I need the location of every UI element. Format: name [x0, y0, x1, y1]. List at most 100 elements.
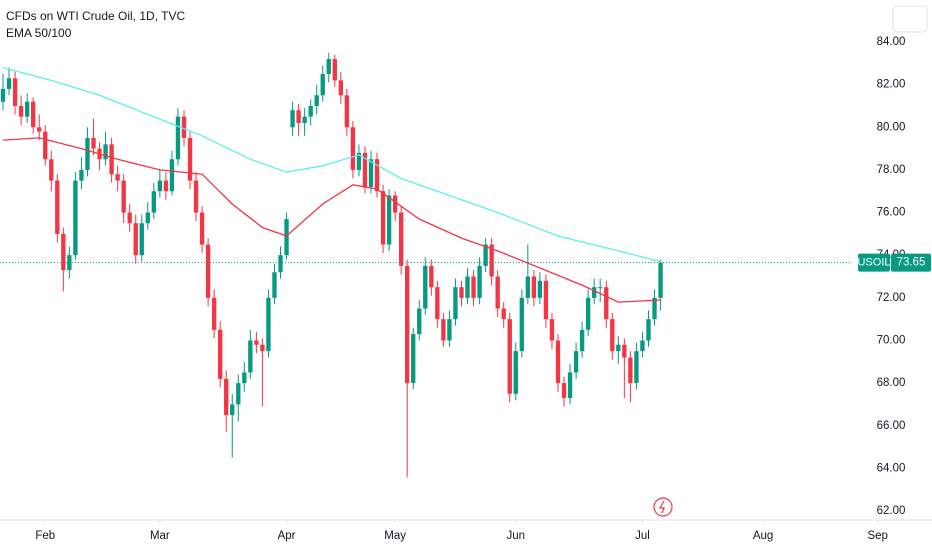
candle-body: [441, 319, 446, 341]
ema-line: [2, 66, 661, 263]
candle-body: [507, 319, 512, 394]
candle-body: [145, 212, 150, 224]
candle-body: [266, 297, 271, 352]
candle-body: [332, 59, 337, 81]
y-tick-label: 66.00: [877, 420, 906, 432]
candle-body: [49, 159, 54, 181]
candle-body: [658, 262, 663, 298]
y-tick-label: 82.00: [877, 79, 906, 91]
candle-body: [31, 101, 36, 128]
candle-body: [411, 334, 416, 384]
candle-body: [489, 244, 494, 277]
y-tick-label: 62.00: [877, 505, 906, 517]
candle-body: [501, 308, 506, 320]
candle-body: [218, 329, 223, 379]
candle-body: [368, 159, 374, 187]
y-tick-label: 78.00: [877, 164, 906, 176]
candle-body: [314, 95, 319, 106]
candle-body: [417, 308, 422, 335]
last-price-tag: [891, 253, 931, 272]
candle-body: [187, 137, 193, 181]
candle-body: [139, 223, 144, 256]
candle-body: [290, 110, 295, 128]
candle-body: [405, 265, 410, 384]
candle-body: [308, 105, 313, 117]
candle-body: [224, 378, 229, 416]
y-tick-label: 72.00: [877, 292, 906, 304]
candle-body: [592, 287, 597, 298]
candle-body: [567, 372, 573, 399]
candle-body: [55, 180, 60, 234]
candle-body: [435, 287, 440, 320]
candle-body: [429, 265, 434, 288]
candle-body: [362, 152, 368, 187]
x-tick-label: Apr: [278, 530, 296, 542]
candle-body: [157, 180, 163, 192]
candle-body: [248, 340, 253, 373]
candle-body: [652, 297, 657, 320]
candle-body: [85, 137, 90, 170]
candle-body: [91, 137, 96, 149]
candle-body: [579, 329, 585, 352]
candle-body: [423, 265, 428, 309]
candle-body: [585, 297, 591, 330]
candle-body: [598, 287, 603, 289]
candle-body: [296, 110, 301, 124]
candle-body: [525, 276, 531, 298]
candle-body: [37, 127, 42, 132]
candle-body: [356, 152, 362, 170]
candle-body: [24, 101, 30, 117]
candle-body: [115, 174, 120, 181]
candle-body: [610, 319, 615, 352]
candle-body: [254, 340, 259, 345]
candle-body: [175, 116, 181, 160]
candle-body: [127, 212, 132, 224]
candle-body: [344, 95, 350, 128]
lightning-icon: [653, 497, 673, 517]
candle-body: [326, 59, 331, 74]
candle-body: [121, 180, 126, 213]
chart-title: CFDs on WTI Crude Oil, 1D, TVC: [6, 9, 185, 23]
candle-body: [471, 276, 476, 298]
candle-body: [6, 78, 12, 89]
candle-body: [604, 287, 609, 320]
ema-line: [2, 137, 661, 303]
candle-body: [230, 404, 235, 416]
candle-body: [634, 351, 639, 384]
candle-body: [561, 383, 567, 399]
candle-body: [549, 319, 555, 341]
x-tick-label: Feb: [35, 530, 55, 542]
candle-body: [242, 372, 247, 384]
candle-body: [374, 159, 380, 192]
symbol-tag: [858, 253, 890, 272]
candle-body: [302, 116, 307, 124]
candle-body: [278, 255, 283, 273]
x-tick-label: Jun: [506, 530, 525, 542]
y-tick-label: 68.00: [877, 377, 906, 389]
candle-body: [513, 351, 518, 394]
candle-body: [459, 287, 464, 298]
candle-body: [386, 195, 392, 245]
candle-body: [205, 244, 211, 298]
candle-body: [555, 340, 561, 384]
candle-body: [272, 272, 277, 298]
settings-button[interactable]: [892, 5, 928, 33]
candle-body: [573, 351, 579, 373]
y-tick-label: 76.00: [877, 207, 906, 219]
candle-body: [483, 244, 488, 266]
candle-body: [380, 191, 386, 245]
candle-body: [61, 233, 66, 271]
candle-body: [628, 357, 633, 384]
y-tick-label: 84.00: [877, 36, 906, 48]
candle-body: [109, 144, 114, 175]
x-tick-label: Jul: [635, 530, 650, 542]
candle-body: [133, 223, 138, 256]
x-tick-label: Sep: [867, 530, 887, 542]
y-tick-label: 70.00: [877, 335, 906, 347]
y-tick-label: 74.00: [877, 249, 906, 261]
candle-body: [519, 297, 524, 352]
candle-body: [43, 131, 48, 160]
y-tick-label: 64.00: [877, 462, 906, 474]
